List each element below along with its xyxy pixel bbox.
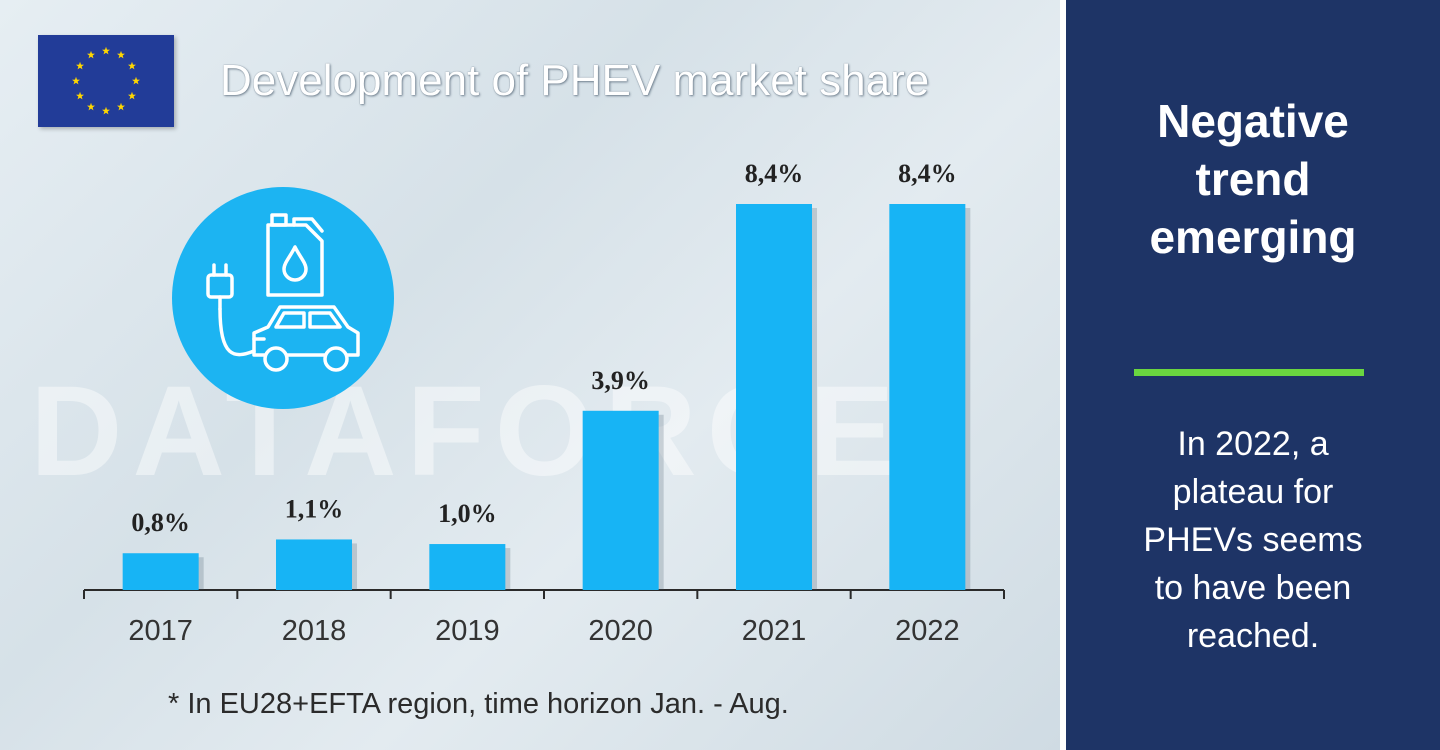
bar-value-label: 1,1% bbox=[285, 494, 344, 523]
bar bbox=[276, 539, 352, 590]
sidebar-summary: In 2022, a plateau for PHEVs seems to ha… bbox=[1143, 425, 1363, 655]
flag-star bbox=[76, 91, 85, 100]
bar bbox=[122, 553, 199, 590]
bar-value-label: 0,8% bbox=[131, 508, 190, 537]
x-tick-label: 2020 bbox=[588, 615, 653, 647]
flag-star bbox=[102, 106, 110, 115]
flag-star bbox=[87, 102, 95, 111]
flag-star bbox=[72, 76, 80, 85]
flag-star bbox=[127, 91, 136, 100]
chart-title: Development of PHEV market share bbox=[220, 56, 930, 105]
summary-panel: Negative trend emerging In 2022, a plate… bbox=[1066, 0, 1440, 750]
bar-chart: 0,8% 2017 1,1% 2018 1,0% 2019 3,9% 2020 8,4% 2021… bbox=[83, 159, 1005, 647]
bar-value-label: 3,9% bbox=[591, 366, 650, 395]
x-tick-label: 2018 bbox=[282, 615, 347, 647]
eu-flag-icon bbox=[38, 35, 174, 127]
phev-car-plug-fuel-icon bbox=[172, 187, 394, 409]
bar bbox=[429, 544, 506, 590]
x-tick-label: 2019 bbox=[435, 615, 500, 647]
x-tick-label: 2022 bbox=[895, 615, 960, 647]
flag-star bbox=[127, 61, 136, 70]
flag-star bbox=[87, 50, 95, 59]
x-tick-label: 2021 bbox=[742, 615, 807, 647]
flag-star bbox=[132, 76, 140, 85]
flag-star bbox=[117, 50, 125, 59]
bar bbox=[736, 204, 812, 590]
flag-star bbox=[76, 61, 85, 70]
sidebar-headline: Negative trend emerging bbox=[1149, 95, 1357, 263]
footnote: * In EU28+EFTA region, time horizon Jan.… bbox=[168, 688, 789, 720]
bar-value-label: 8,4% bbox=[745, 159, 804, 188]
bar-value-label: 1,0% bbox=[438, 499, 497, 528]
bar-value-label: 8,4% bbox=[898, 159, 957, 188]
bar bbox=[582, 410, 659, 590]
flag-star bbox=[117, 102, 125, 111]
flag-star bbox=[102, 46, 110, 55]
bar bbox=[889, 204, 966, 590]
sidebar-divider bbox=[1134, 369, 1364, 376]
x-tick-label: 2017 bbox=[128, 615, 193, 647]
